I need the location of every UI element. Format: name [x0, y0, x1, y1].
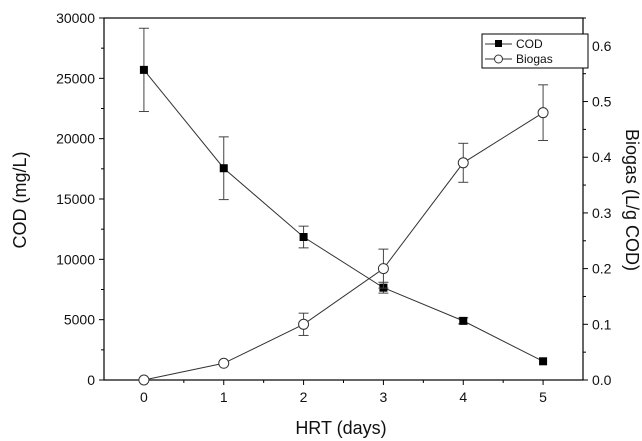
legend-biogas-label: Biogas	[516, 52, 553, 66]
y2-tick-label: 0.3	[592, 205, 612, 221]
y2-axis-title: Biogas (L/g COD)	[622, 129, 642, 271]
cod-line	[143, 69, 544, 362]
legend: COD Biogas	[481, 33, 589, 69]
y-tick-label: 20000	[56, 131, 95, 147]
y-tick-label: 25000	[56, 70, 95, 86]
y-tick-label: 5000	[64, 312, 95, 328]
biogas-point	[377, 263, 389, 275]
cod-point	[139, 65, 148, 74]
cod-point	[299, 233, 308, 242]
x-tick-label: 4	[459, 389, 467, 405]
biogas-point	[298, 318, 310, 330]
series-biogas	[138, 84, 549, 386]
x-tick-label: 0	[140, 389, 148, 405]
biogas-line	[143, 112, 544, 381]
y-tick-label: 10000	[56, 251, 95, 267]
legend-cod-label: COD	[516, 37, 543, 51]
x-tick-label: 2	[300, 389, 308, 405]
ticks: 0 1 2 3 4 5 0 5000 10000 15000 20000 25000 30000 0.0 0…	[56, 10, 612, 405]
cod-point	[459, 316, 468, 325]
biogas-point	[218, 357, 230, 369]
biogas-point	[138, 374, 150, 386]
x-tick-label: 3	[380, 389, 388, 405]
axes	[103, 17, 584, 381]
legend-cod-marker	[495, 40, 502, 47]
plot-frame	[103, 17, 584, 381]
y-tick-label: 0	[87, 372, 95, 388]
legend-biogas-marker	[494, 54, 503, 64]
y2-tick-label: 0.6	[592, 38, 612, 54]
y2-tick-label: 0.5	[592, 94, 612, 110]
x-tick-label: 5	[539, 389, 547, 405]
y2-tick-label: 0.1	[592, 316, 612, 332]
y-tick-label: 15000	[56, 191, 95, 207]
cod-point	[219, 164, 228, 173]
y-axis-title: COD (mg/L)	[10, 151, 30, 248]
biogas-point	[457, 157, 469, 169]
series	[138, 27, 549, 386]
y2-tick-label: 0.4	[592, 149, 612, 165]
y2-tick-label: 0.2	[592, 261, 612, 277]
cod-point	[539, 357, 548, 366]
x-axis-title: HRT (days)	[295, 418, 386, 438]
y2-tick-label: 0.0	[592, 372, 612, 388]
biogas-point	[537, 107, 549, 119]
y-tick-label: 30000	[56, 10, 95, 26]
series-cod	[138, 27, 548, 366]
x-tick-label: 1	[220, 389, 228, 405]
